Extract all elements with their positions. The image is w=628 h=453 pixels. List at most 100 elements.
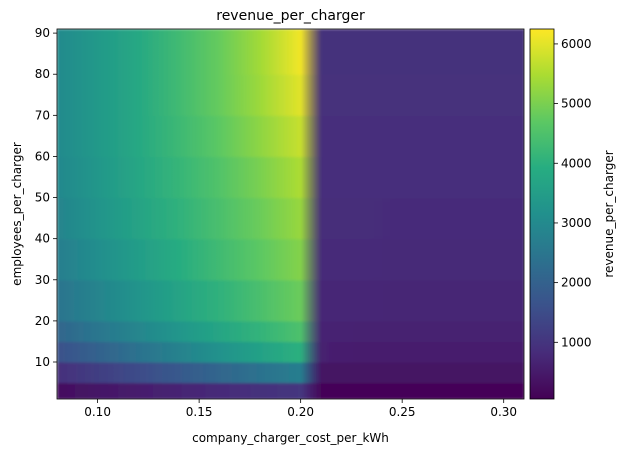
heatmap-cell [402, 115, 444, 158]
heatmap-cell [97, 362, 139, 384]
heatmap-cell [300, 320, 322, 343]
heatmap-cell [442, 341, 484, 363]
heatmap-cell [138, 197, 180, 240]
heatmap-cell [57, 156, 99, 199]
heatmap-cell [483, 197, 524, 240]
heatmap-cell [320, 74, 363, 116]
heatmap-cell [402, 238, 444, 281]
heatmap-cell [219, 197, 261, 240]
heatmap-cell [178, 362, 221, 384]
heatmap-cell [178, 74, 221, 116]
heatmap-cell [138, 74, 180, 116]
heatmap-cell [97, 320, 139, 343]
heatmap-cell [361, 320, 403, 343]
heatmap-cell [138, 238, 180, 281]
heatmap-cell [260, 29, 302, 75]
heatmap-cell [219, 29, 261, 75]
colorbar-tick-label: 1000 [561, 335, 592, 349]
heatmap-cell [219, 341, 261, 363]
heatmap-cell [300, 115, 322, 158]
y-axis-label: employees_per_charger [10, 142, 24, 286]
heatmap-cell [320, 382, 363, 399]
heatmap-cell [402, 320, 444, 343]
heatmap-cell [97, 382, 139, 399]
heatmap-cell [320, 156, 363, 199]
heatmap-cell [219, 238, 261, 281]
heatmap-cell [300, 362, 322, 384]
heatmap-cell [361, 74, 403, 116]
heatmap-cell [97, 29, 139, 75]
heatmap-cell [442, 279, 484, 322]
x-axis-label: company_charger_cost_per_kWh [192, 431, 389, 445]
heatmap-cell [97, 341, 139, 363]
colorbar-axis: 1000 2000 3000 4000 5000 6000 [554, 37, 592, 349]
colorbar-tick-label: 6000 [561, 37, 592, 51]
heatmap-cell [260, 320, 302, 343]
heatmap-cell [300, 341, 322, 363]
heatmap-cell [361, 341, 403, 363]
heatmap-cell [138, 341, 180, 363]
heatmap-cell [442, 197, 484, 240]
heatmap-cell [320, 238, 363, 281]
heatmap-cell [219, 362, 261, 384]
y-axis: 10 20 30 40 50 60 70 80 90 [35, 26, 57, 369]
heatmap-cell [260, 197, 302, 240]
x-axis: 0.10 0.15 0.20 0.25 0.30 [84, 399, 517, 419]
y-tick-label: 70 [35, 108, 50, 122]
heatmap-cell [57, 320, 99, 343]
heatmap-cell [361, 279, 403, 322]
y-tick-label: 60 [35, 149, 50, 163]
heatmap-cell [219, 382, 261, 399]
heatmap-cell [300, 382, 322, 399]
y-tick-label: 10 [35, 355, 50, 369]
heatmap-cell [260, 238, 302, 281]
heatmap-cell [260, 115, 302, 158]
heatmap-cell [483, 74, 524, 116]
heatmap-cells [57, 29, 524, 399]
heatmap-cell [402, 279, 444, 322]
plot-area [57, 29, 524, 399]
y-tick-label: 50 [35, 191, 50, 205]
colorbar-tick-label: 3000 [561, 216, 592, 230]
heatmap-cell [97, 197, 139, 240]
heatmap-cell [57, 341, 99, 363]
heatmap-cell [483, 238, 524, 281]
heatmap-cell [361, 197, 403, 240]
heatmap-cell [300, 29, 322, 75]
heatmap-cell [402, 74, 444, 116]
heatmap-cell [361, 156, 403, 199]
chart-title: revenue_per_charger [216, 8, 365, 24]
heatmap-cell [178, 279, 221, 322]
heatmap-cell [300, 197, 322, 240]
heatmap-cell [320, 29, 363, 75]
y-tick-label: 30 [35, 273, 50, 287]
heatmap-cell [57, 279, 99, 322]
x-tick-label: 0.15 [186, 405, 213, 419]
heatmap-cell [320, 279, 363, 322]
heatmap-cell [57, 362, 99, 384]
heatmap-cell [442, 362, 484, 384]
heatmap-cell [57, 382, 99, 399]
heatmap-cell [361, 238, 403, 281]
heatmap-cell [442, 74, 484, 116]
heatmap-cell [260, 362, 302, 384]
heatmap-cell [483, 362, 524, 384]
heatmap-cell [178, 238, 221, 281]
heatmap-cell [442, 382, 484, 399]
heatmap-cell [178, 156, 221, 199]
colorbar-tick-label: 2000 [561, 276, 592, 290]
heatmap-cell [138, 382, 180, 399]
heatmap-cell [442, 115, 484, 158]
colorbar-tick-label: 5000 [561, 97, 592, 111]
heatmap-cell [260, 156, 302, 199]
x-tick-label: 0.30 [490, 405, 517, 419]
heatmap-cell [483, 341, 524, 363]
heatmap-cell [402, 197, 444, 240]
heatmap-cell [402, 362, 444, 384]
heatmap-cell [361, 382, 403, 399]
heatmap-cell [300, 156, 322, 199]
heatmap-cell [57, 197, 99, 240]
y-tick-label: 20 [35, 314, 50, 328]
heatmap-cell [57, 29, 99, 75]
heatmap-cell [219, 74, 261, 116]
